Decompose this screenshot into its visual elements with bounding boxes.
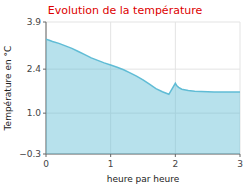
tick-label-x: 1 <box>108 159 114 169</box>
tick-label-x: 3 <box>237 159 243 169</box>
x-axis-label: heure par heure <box>107 174 180 184</box>
line <box>46 39 240 94</box>
tick-label-y: 1.0 <box>27 108 42 118</box>
grid <box>46 22 240 154</box>
tick-label-y: 2.4 <box>27 64 42 74</box>
tick-label-x: 2 <box>172 159 178 169</box>
tick-label-y: −0.3 <box>19 149 41 159</box>
area <box>46 39 240 154</box>
y-axis-label: Température en °C <box>3 46 13 132</box>
axes: 0 1 2 3 −0.3 1.0 2.4 3.9 <box>19 17 243 169</box>
title: Evolution de la température <box>48 4 203 17</box>
tick-label-y: 3.9 <box>27 17 42 27</box>
chart: 0 1 2 3 −0.3 1.0 2.4 3.9 Evolution de la tempéra… <box>0 0 250 188</box>
plot-area <box>46 39 240 154</box>
grid-line-y <box>46 22 240 23</box>
tick-label-x: 0 <box>43 159 49 169</box>
